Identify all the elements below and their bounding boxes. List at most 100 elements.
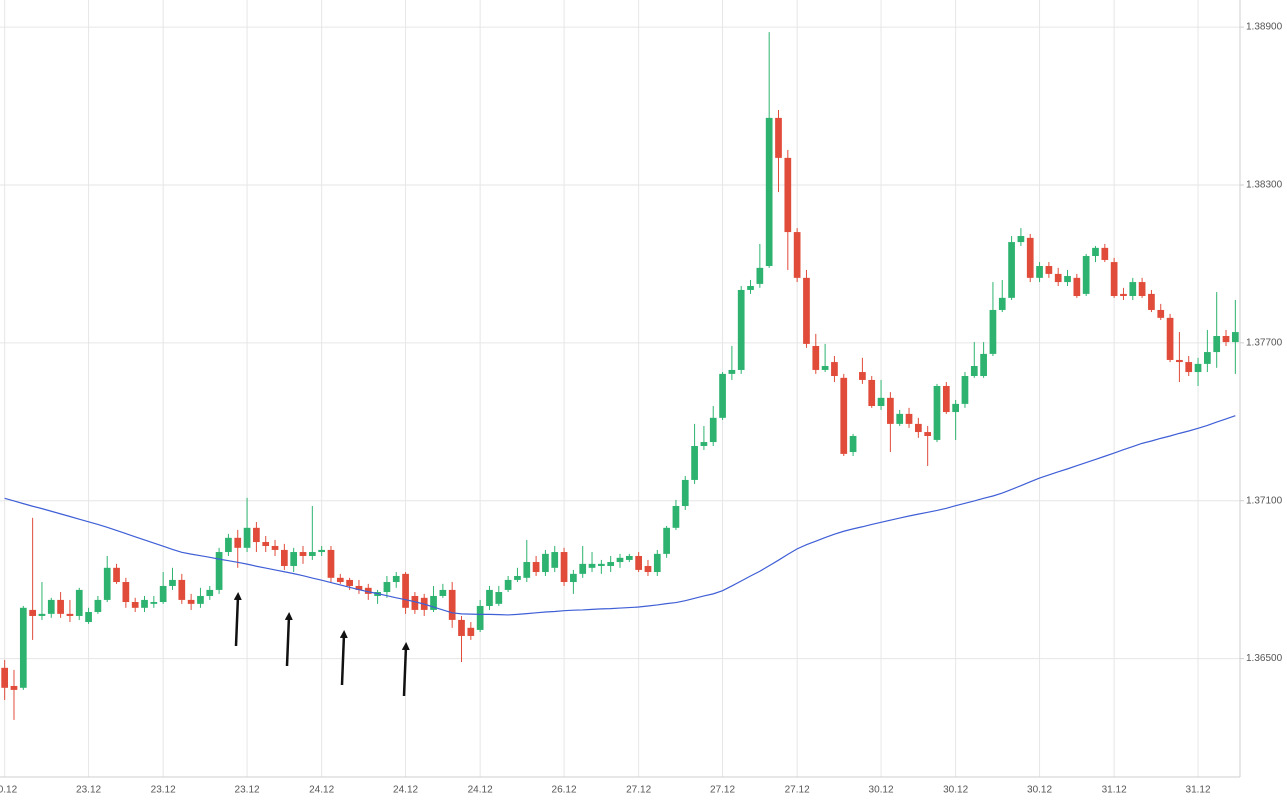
candle-body	[1204, 352, 1211, 364]
candle-body	[1101, 247, 1109, 260]
candle-body	[1082, 256, 1090, 294]
candle-body	[318, 549, 326, 553]
plot-area	[1, 32, 1239, 720]
candle-body	[616, 557, 624, 563]
candle-body	[197, 595, 204, 604]
candle-body	[588, 563, 596, 568]
candle-body	[66, 613, 74, 616]
candle-body	[1138, 282, 1146, 297]
candle-body	[271, 545, 279, 550]
candle-body	[1231, 332, 1239, 343]
candle-body	[327, 549, 335, 578]
candle-body	[159, 585, 167, 603]
candle-body	[998, 297, 1006, 310]
candle-body	[896, 413, 904, 424]
candle-body	[439, 589, 447, 596]
candle-body	[122, 582, 130, 603]
candle-body	[831, 362, 838, 377]
x-tick-label: 23.12	[151, 785, 176, 796]
candle-body	[1185, 362, 1193, 373]
candle-body	[579, 563, 587, 574]
candle-body	[243, 527, 251, 548]
candle-body	[849, 435, 857, 453]
candle-body	[281, 549, 288, 566]
candle-body	[887, 397, 894, 424]
x-tick-label: 23.12	[76, 785, 101, 796]
candle-body	[458, 619, 465, 636]
candle-body	[681, 479, 689, 506]
candle-body	[542, 553, 549, 573]
candle-body	[1054, 273, 1062, 283]
x-tick-label: 24.12	[309, 785, 334, 796]
arrow	[339, 630, 348, 686]
candle-body	[430, 595, 437, 610]
candle-body	[467, 627, 475, 636]
candle-body	[775, 117, 782, 158]
candle-body	[383, 582, 391, 593]
candle-body	[691, 445, 698, 480]
candle-body	[551, 552, 559, 568]
arrow	[401, 642, 410, 697]
candle-body	[234, 537, 242, 548]
candle-body	[85, 612, 92, 623]
candle-body	[672, 505, 680, 528]
candle-body	[504, 579, 512, 590]
candle-body	[290, 552, 298, 566]
candle-body	[840, 377, 848, 454]
candle-body	[961, 376, 969, 404]
candle-body	[187, 599, 195, 604]
candle-body	[700, 442, 708, 446]
candle-body	[262, 542, 270, 546]
arrow	[233, 592, 242, 647]
candle-body	[411, 595, 419, 610]
candle-body	[1064, 276, 1071, 283]
candle-body	[1157, 309, 1165, 318]
candle-body	[10, 685, 18, 690]
candle-body	[103, 567, 111, 600]
candle-body	[495, 592, 503, 604]
x-tick-label: 27.12	[626, 785, 651, 796]
candle-body	[821, 366, 829, 370]
candle-body	[476, 605, 484, 630]
candle-body	[1017, 236, 1025, 243]
candle-body	[1176, 359, 1183, 363]
candle-body	[1213, 336, 1221, 353]
candle-body	[1, 667, 9, 688]
candle-body	[989, 309, 997, 354]
candle-body	[933, 386, 941, 440]
candle-body	[1073, 277, 1081, 297]
y-tick-label: 1.37700	[1246, 337, 1283, 348]
candle-body	[57, 599, 64, 614]
candle-body	[914, 423, 922, 433]
candle-body	[299, 552, 307, 556]
candle-body	[364, 587, 372, 594]
candle-body	[980, 353, 987, 377]
candle-body	[1008, 242, 1015, 298]
candle-body	[169, 579, 176, 586]
x-tick-label: 30.12	[869, 785, 894, 796]
candle-body	[38, 613, 46, 616]
annotation-arrows	[233, 592, 410, 697]
candle-body	[19, 607, 27, 688]
candle-body	[952, 403, 959, 413]
candle-body	[663, 527, 670, 554]
candle-body	[113, 567, 120, 583]
arrow	[284, 612, 293, 667]
y-tick-label: 1.36500	[1246, 653, 1283, 664]
moving-average-line	[4, 415, 1236, 616]
candle-body	[150, 602, 158, 604]
candle-body	[29, 609, 36, 616]
candle-body	[1110, 262, 1118, 297]
candle-body	[402, 573, 409, 608]
candle-body	[523, 562, 531, 578]
candle-body	[1026, 237, 1034, 278]
candle-body	[859, 372, 866, 380]
candle-body	[709, 417, 717, 443]
x-tick-label: 30.12	[1027, 785, 1052, 796]
candle-body	[75, 589, 83, 616]
candle-body	[141, 599, 148, 608]
x-tick-label: 20.12	[0, 785, 18, 796]
candle-body	[747, 286, 754, 290]
grid	[0, 0, 1240, 777]
